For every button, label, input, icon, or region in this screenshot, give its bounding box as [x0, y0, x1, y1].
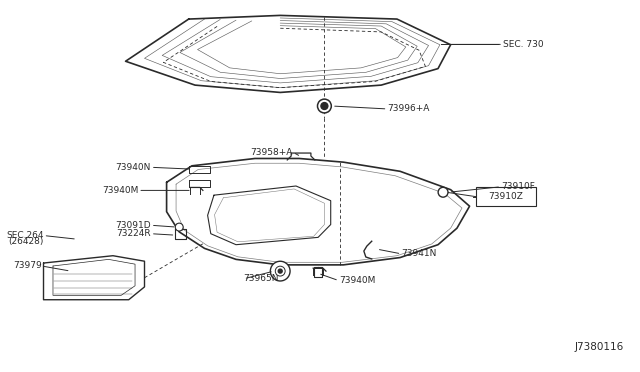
Text: 73091D: 73091D	[115, 221, 151, 230]
Text: 73965N: 73965N	[244, 274, 279, 283]
Circle shape	[175, 223, 183, 231]
Circle shape	[438, 187, 448, 197]
Text: 73224R: 73224R	[116, 229, 151, 238]
Text: (26428): (26428)	[8, 237, 44, 246]
Circle shape	[317, 99, 332, 113]
Text: 73941N: 73941N	[401, 249, 436, 259]
Text: 73940N: 73940N	[115, 163, 151, 172]
Text: 73940M: 73940M	[339, 276, 375, 285]
Text: 73940M: 73940M	[102, 186, 138, 195]
Text: SEC. 730: SEC. 730	[503, 40, 543, 49]
Bar	[476, 187, 536, 206]
Text: 73958+A: 73958+A	[250, 148, 293, 157]
Circle shape	[321, 103, 328, 109]
Text: 73910Z: 73910Z	[488, 192, 524, 201]
Circle shape	[275, 266, 285, 276]
Text: J7380116: J7380116	[575, 342, 624, 352]
Circle shape	[278, 269, 282, 273]
Circle shape	[270, 261, 290, 281]
Text: 73996+A: 73996+A	[387, 105, 430, 113]
Text: 73910F: 73910F	[501, 182, 535, 191]
Text: SEC.264: SEC.264	[6, 231, 44, 240]
Text: 73979: 73979	[13, 262, 42, 270]
